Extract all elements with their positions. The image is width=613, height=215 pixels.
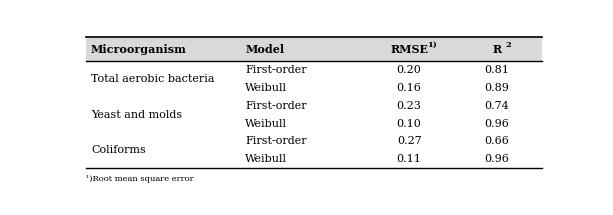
Text: Coliforms: Coliforms (91, 145, 146, 155)
Text: 0.23: 0.23 (397, 101, 422, 111)
Text: Weibull: Weibull (245, 83, 287, 93)
Text: 0.20: 0.20 (397, 65, 422, 75)
Text: 0.96: 0.96 (485, 154, 509, 164)
Text: First-order: First-order (245, 137, 307, 146)
Text: 0.10: 0.10 (397, 119, 422, 129)
Bar (86, 37, 542, 61)
Text: 0.16: 0.16 (397, 83, 422, 93)
Text: Weibull: Weibull (245, 154, 287, 164)
Text: Microorganism: Microorganism (91, 44, 187, 55)
Text: First-order: First-order (245, 65, 307, 75)
Text: 1): 1) (427, 41, 437, 49)
Text: Weibull: Weibull (245, 119, 287, 129)
Text: 0.89: 0.89 (485, 83, 509, 93)
Text: Yeast and molds: Yeast and molds (91, 110, 182, 120)
Text: Model: Model (245, 44, 284, 55)
Text: R: R (492, 44, 501, 55)
Text: First-order: First-order (245, 101, 307, 111)
Text: 0.96: 0.96 (485, 119, 509, 129)
Text: 0.27: 0.27 (397, 137, 422, 146)
Text: 0.11: 0.11 (397, 154, 422, 164)
Text: ¹)Root mean square error: ¹)Root mean square error (86, 175, 194, 183)
Text: 0.81: 0.81 (485, 65, 509, 75)
Text: RMSE: RMSE (390, 44, 428, 55)
Text: 0.74: 0.74 (485, 101, 509, 111)
Text: 2: 2 (506, 41, 511, 49)
Text: Total aerobic bacteria: Total aerobic bacteria (91, 74, 215, 84)
Text: 0.66: 0.66 (485, 137, 509, 146)
